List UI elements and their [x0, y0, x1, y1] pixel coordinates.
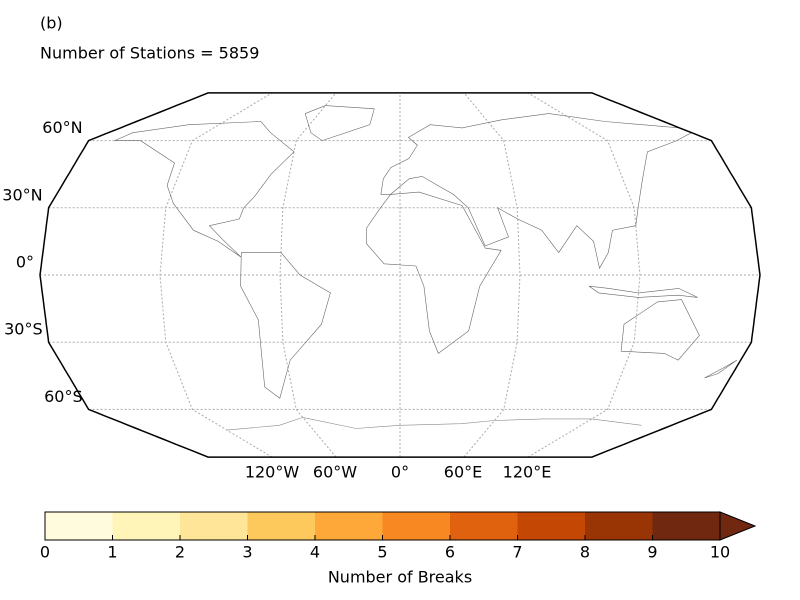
land: [366, 191, 502, 354]
panel-label: (b): [40, 14, 63, 33]
land: [114, 121, 295, 258]
colorbar-extend: [719, 511, 757, 541]
lat-label: 30°S: [4, 320, 43, 339]
colorbar-segment: [112, 512, 180, 540]
colorbar-tick-label: 8: [580, 543, 590, 562]
colorbar-segment: [382, 512, 450, 540]
colorbar-tick-label: 9: [647, 543, 657, 562]
colorbar-tick-label: 5: [377, 543, 387, 562]
colorbar-tick-label: 10: [710, 543, 730, 562]
lat-label: 0°: [16, 253, 34, 272]
land: [704, 359, 738, 379]
lon-label: 120°E: [503, 463, 552, 482]
map-outline: [39, 92, 761, 458]
lat-label: 60°S: [44, 387, 83, 406]
meridian: [159, 92, 273, 458]
meridian: [463, 92, 521, 458]
land: [620, 299, 700, 361]
colorbar-segment: [180, 512, 248, 540]
lon-label: 0°: [391, 463, 409, 482]
land: [304, 105, 375, 141]
title: Number of Stations = 5859: [40, 44, 259, 63]
meridian: [527, 92, 641, 458]
meridian: [279, 92, 337, 458]
lat-label: 60°N: [42, 118, 82, 137]
colorbar-segment: [517, 512, 585, 540]
land: [380, 113, 693, 270]
lon-label: 120°W: [245, 463, 300, 482]
lat-label: 30°N: [2, 185, 42, 204]
colorbar-tick-label: 1: [107, 543, 117, 562]
colorbar-segment: [247, 512, 315, 540]
colorbar-tick-label: 7: [512, 543, 522, 562]
colorbar-tick-label: 2: [175, 543, 185, 562]
lon-label: 60°W: [313, 463, 357, 482]
colorbar-segment: [450, 512, 518, 540]
colorbar-segment: [652, 512, 720, 540]
map: 60°N 30°N 0° 30°S 60°S 120°W 60°W 0° 60°E 120°E: [2, 92, 761, 482]
colorbar-tick-label: 3: [242, 543, 252, 562]
colorbar: 0 1 2 3 4 5 6 7 8 9 10: [40, 511, 757, 562]
antarctica: [226, 417, 642, 431]
land: [589, 285, 698, 298]
colorbar-tick-label: 6: [445, 543, 455, 562]
land: [240, 252, 331, 399]
colorbar-segment: [585, 512, 653, 540]
colorbar-segment: [315, 512, 383, 540]
colorbar-label: Number of Breaks: [328, 568, 472, 587]
colorbar-tick-label: 0: [40, 543, 50, 562]
colorbar-segment: [45, 512, 113, 540]
lon-label: 60°E: [444, 463, 482, 482]
colorbar-tick-label: 4: [310, 543, 320, 562]
